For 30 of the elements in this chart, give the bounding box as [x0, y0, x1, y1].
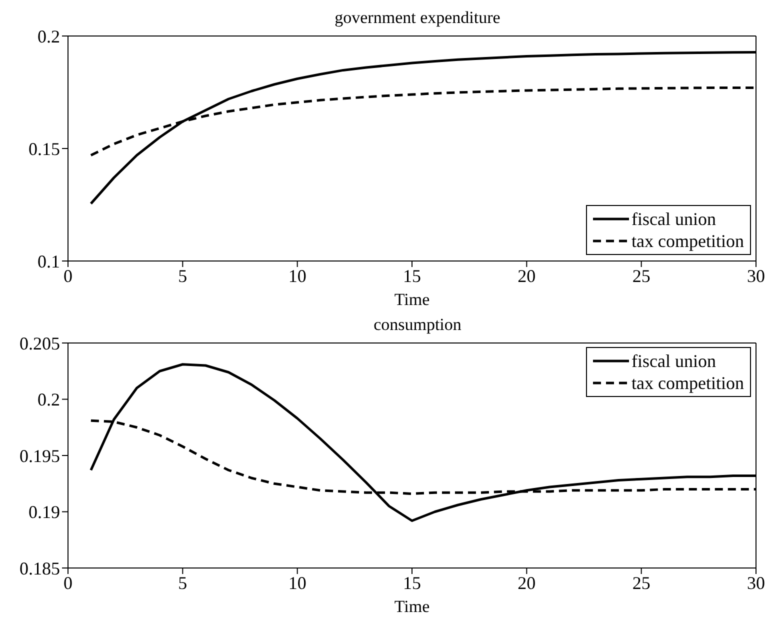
chart-title: consumption	[374, 315, 462, 334]
legend-label: tax competition	[632, 373, 744, 393]
y-tick-label: 0.195	[20, 446, 60, 466]
y-tick-label: 0.185	[20, 558, 60, 578]
x-tick-label: 10	[288, 572, 306, 593]
x-tick-label: 15	[403, 572, 421, 593]
x-tick-label: 0	[64, 266, 72, 286]
x-axis-title: Time	[394, 290, 430, 309]
y-tick-label: 0.1	[38, 251, 60, 272]
x-axis-title: Time	[394, 597, 430, 616]
x-tick-label: 20	[518, 572, 536, 593]
y-tick-label: 0.205	[20, 333, 60, 354]
x-tick-label: 5	[178, 572, 188, 593]
x-tick-label: 15	[403, 266, 421, 286]
chart-title: government expenditure	[334, 8, 500, 27]
legend-label: fiscal union	[632, 351, 716, 371]
x-tick-label: 25	[632, 266, 650, 286]
x-tick-label: 10	[288, 266, 306, 286]
x-tick-label: 30	[747, 266, 765, 286]
x-tick-label: 5	[178, 266, 188, 286]
legend-label: tax competition	[632, 231, 744, 251]
y-tick-label: 0.2	[38, 26, 60, 46]
y-tick-label: 0.2	[38, 390, 60, 410]
y-tick-label: 0.19	[28, 502, 60, 522]
x-tick-label: 25	[632, 572, 650, 593]
x-tick-label: 0	[64, 572, 72, 593]
x-tick-label: 20	[518, 266, 536, 286]
legend-label: fiscal union	[632, 209, 716, 229]
y-tick-label: 0.15	[28, 138, 60, 159]
x-tick-label: 30	[747, 572, 765, 593]
